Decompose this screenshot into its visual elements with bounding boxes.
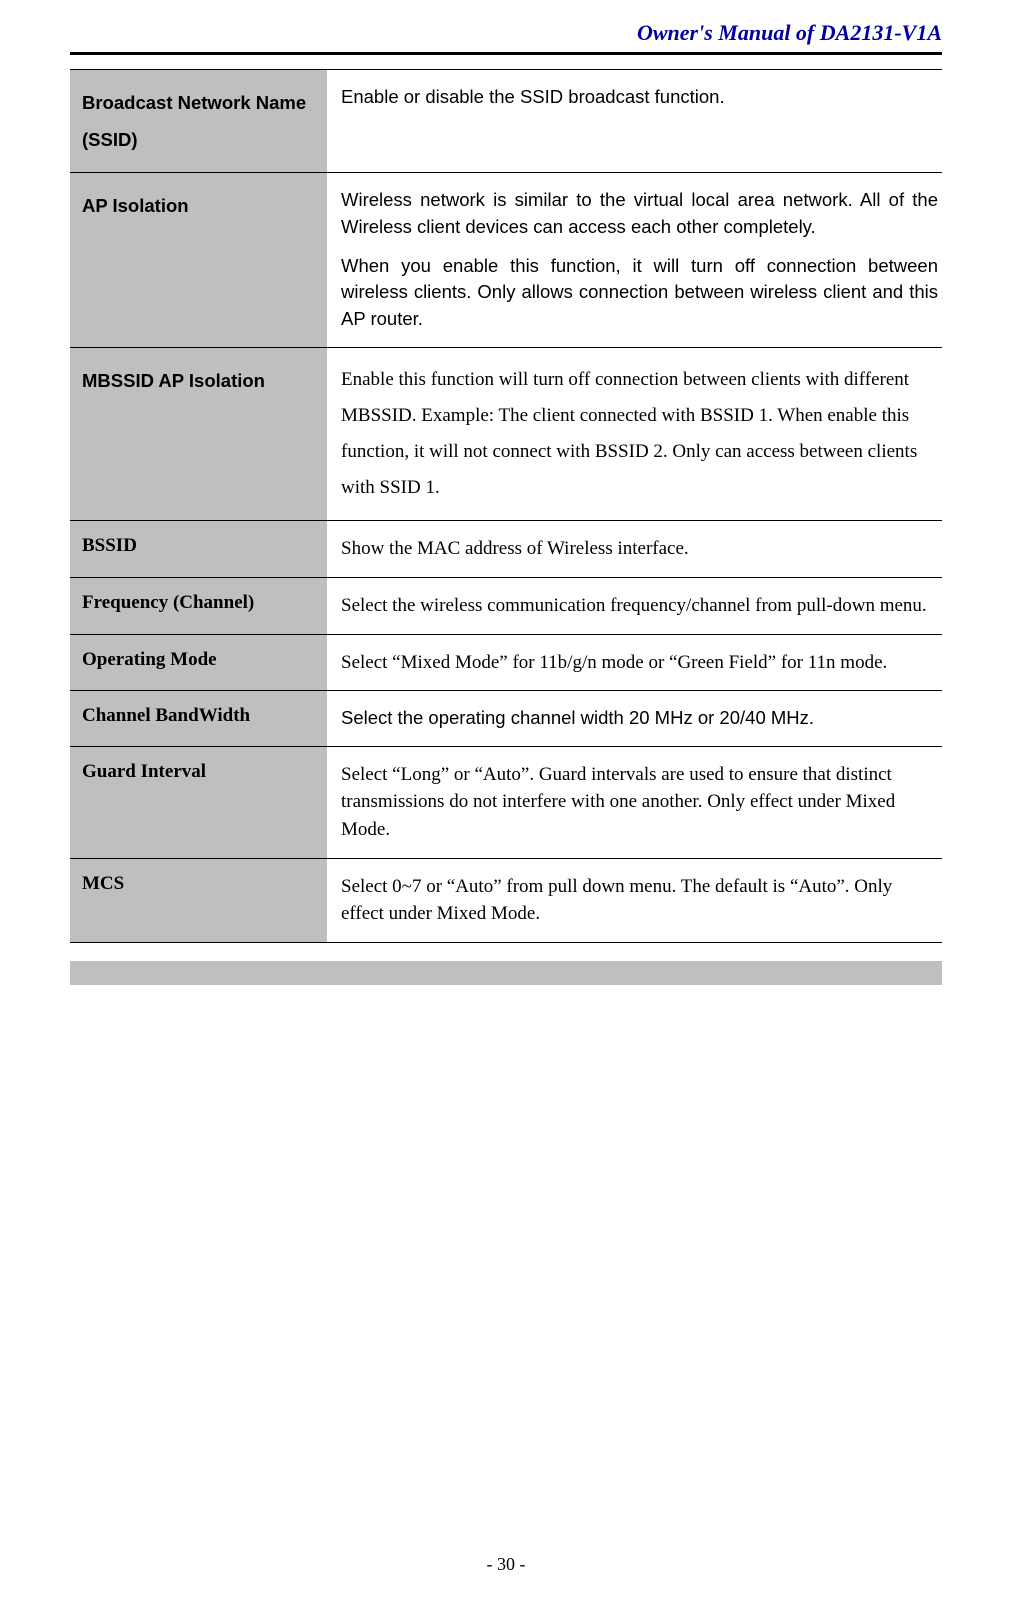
setting-value: Show the MAC address of Wireless interfa… bbox=[327, 521, 942, 578]
table-row: MCS Select 0~7 or “Auto” from pull down m… bbox=[70, 858, 942, 942]
setting-label: Frequency (Channel) bbox=[70, 577, 327, 634]
settings-table: Broadcast Network Name (SSID) Enable or d… bbox=[70, 69, 942, 943]
setting-value: Select “Long” or “Auto”. Guard intervals… bbox=[327, 746, 942, 858]
settings-tbody: Broadcast Network Name (SSID) Enable or d… bbox=[70, 70, 942, 943]
setting-value: Wireless network is similar to the virtu… bbox=[327, 173, 942, 348]
setting-label-text: Channel BandWidth bbox=[82, 705, 250, 726]
setting-label: Broadcast Network Name (SSID) bbox=[70, 70, 327, 173]
header-title: Owner's Manual of DA2131-V1A bbox=[70, 20, 942, 46]
setting-value: Select the operating channel width 20 MH… bbox=[327, 691, 942, 747]
setting-label: Operating Mode bbox=[70, 634, 327, 691]
table-row: AP Isolation Wireless network is similar … bbox=[70, 173, 942, 348]
setting-label: BSSID bbox=[70, 521, 327, 578]
setting-value: Select 0~7 or “Auto” from pull down menu… bbox=[327, 858, 942, 942]
page-number: - 30 - bbox=[0, 1554, 1012, 1575]
content-area: Owner's Manual of DA2131-V1A Broadcast N… bbox=[70, 20, 942, 985]
setting-paragraph: Enable or disable the SSID broadcast fun… bbox=[341, 84, 938, 111]
table-row: Broadcast Network Name (SSID) Enable or d… bbox=[70, 70, 942, 173]
table-row: BSSID Show the MAC address of Wireless in… bbox=[70, 521, 942, 578]
setting-value: Enable this function will turn off conne… bbox=[327, 348, 942, 521]
setting-paragraph: Wireless network is similar to the virtu… bbox=[341, 187, 938, 241]
setting-value: Enable or disable the SSID broadcast fun… bbox=[327, 70, 942, 173]
setting-paragraph: Select the wireless communication freque… bbox=[341, 592, 938, 620]
table-row: MBSSID AP Isolation Enable this function … bbox=[70, 348, 942, 521]
setting-paragraph: Select “Long” or “Auto”. Guard intervals… bbox=[341, 761, 938, 844]
header-rule bbox=[70, 52, 942, 55]
setting-label-text: AP Isolation bbox=[82, 195, 189, 216]
setting-label-text: Guard Interval bbox=[82, 761, 206, 782]
setting-value: Select the wireless communication freque… bbox=[327, 577, 942, 634]
table-row: Guard Interval Select “Long” or “Auto”. G… bbox=[70, 746, 942, 858]
setting-label: Channel BandWidth bbox=[70, 691, 327, 747]
setting-label: Guard Interval bbox=[70, 746, 327, 858]
setting-label-text: BSSID bbox=[82, 535, 137, 556]
gray-bar bbox=[70, 961, 942, 985]
setting-paragraph: Show the MAC address of Wireless interfa… bbox=[341, 535, 938, 563]
setting-label-text: Frequency (Channel) bbox=[82, 592, 254, 613]
page: Owner's Manual of DA2131-V1A Broadcast N… bbox=[0, 0, 1012, 1621]
setting-label: AP Isolation bbox=[70, 173, 327, 348]
table-row: Frequency (Channel) Select the wireless c… bbox=[70, 577, 942, 634]
setting-label: MCS bbox=[70, 858, 327, 942]
setting-label-text: MBSSID AP Isolation bbox=[82, 370, 265, 391]
setting-paragraph: Select the operating channel width 20 MH… bbox=[341, 705, 938, 732]
setting-label-text: Broadcast Network Name (SSID) bbox=[82, 92, 306, 150]
setting-value: Select “Mixed Mode” for 11b/g/n mode or … bbox=[327, 634, 942, 691]
table-row: Operating Mode Select “Mixed Mode” for 11… bbox=[70, 634, 942, 691]
setting-label-text: MCS bbox=[82, 873, 124, 894]
table-row: Channel BandWidth Select the operating ch… bbox=[70, 691, 942, 747]
setting-paragraph: Select 0~7 or “Auto” from pull down menu… bbox=[341, 873, 938, 928]
setting-paragraph: Select “Mixed Mode” for 11b/g/n mode or … bbox=[341, 649, 938, 677]
setting-paragraph: When you enable this function, it will t… bbox=[341, 253, 938, 333]
setting-label: MBSSID AP Isolation bbox=[70, 348, 327, 521]
setting-paragraph: Enable this function will turn off conne… bbox=[341, 362, 938, 506]
setting-label-text: Operating Mode bbox=[82, 649, 217, 670]
